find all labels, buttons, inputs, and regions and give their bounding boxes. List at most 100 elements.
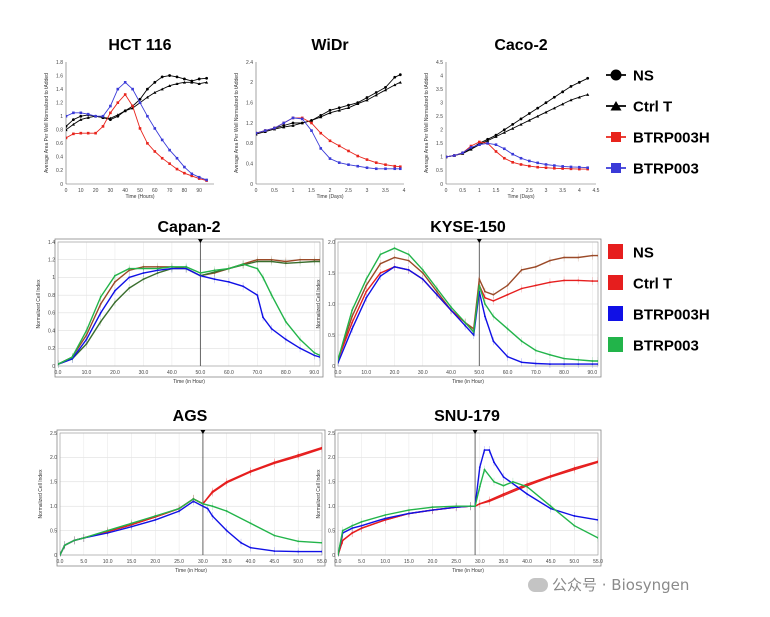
- data-point: [573, 467, 576, 470]
- data-point: [337, 161, 341, 164]
- plot-area: [57, 241, 321, 367]
- data-point: [393, 83, 397, 87]
- data-point: [384, 163, 387, 166]
- y-tick-label: 0.5: [50, 528, 57, 534]
- data-point: [528, 164, 531, 168]
- data-point: [421, 269, 424, 271]
- data-point: [319, 131, 323, 135]
- chart-title: HCT 116: [108, 37, 171, 54]
- data-point: [492, 340, 495, 343]
- x-tick-label: 1.5: [308, 188, 315, 194]
- data-point: [273, 126, 276, 130]
- data-point: [94, 114, 97, 118]
- data-point: [407, 269, 410, 271]
- data-point: [365, 158, 369, 161]
- data-point: [484, 303, 486, 305]
- x-tick-label: 30: [108, 188, 114, 194]
- data-point: [469, 147, 473, 151]
- data-point: [153, 91, 157, 94]
- data-point: [553, 166, 556, 170]
- y-tick-label: 2: [250, 80, 253, 86]
- data-point: [142, 272, 145, 274]
- data-point: [536, 161, 539, 165]
- y-tick-label: 2.5: [328, 431, 335, 437]
- data-point: [520, 340, 523, 343]
- data-point: [506, 355, 509, 358]
- series-line: [446, 142, 588, 169]
- data-point: [328, 111, 332, 115]
- data-point: [478, 466, 481, 469]
- data-point: [421, 272, 424, 274]
- data-point: [384, 517, 387, 520]
- data-point: [393, 256, 396, 259]
- chart-title: Capan-2: [157, 219, 220, 236]
- series-line: [446, 77, 588, 158]
- data-point: [399, 165, 402, 169]
- x-tick-label: 30.0: [139, 370, 149, 376]
- y-tick-label: 4: [440, 73, 443, 79]
- data-point: [225, 529, 228, 532]
- data-point: [99, 311, 102, 314]
- data-point: [586, 76, 590, 80]
- legend-item: BTRP003H: [606, 130, 710, 147]
- data-point: [94, 131, 97, 135]
- data-point: [356, 164, 360, 168]
- series-line: [338, 468, 598, 556]
- data-point: [356, 154, 360, 158]
- series-line: [58, 263, 320, 365]
- data-point: [519, 122, 523, 126]
- data-point: [291, 116, 295, 120]
- data-point: [351, 315, 354, 318]
- y-tick-label: 1.2: [48, 258, 55, 264]
- data-point: [453, 154, 456, 157]
- x-tick-label: 10.0: [361, 370, 371, 376]
- data-point: [309, 118, 314, 122]
- x-tick-label: 80.0: [559, 370, 569, 376]
- data-point: [464, 324, 467, 327]
- data-point: [123, 109, 127, 113]
- data-point: [365, 290, 368, 293]
- data-point: [273, 550, 276, 552]
- data-point: [256, 267, 259, 270]
- chart-title: Caco-2: [494, 37, 547, 54]
- x-tick-label: 2: [511, 188, 514, 194]
- chart-0: HCT 116 0 0.2 0.4 0.6 0.8 1 1.2 1.4 1.6 1.8 0 10 20 30…: [44, 37, 214, 200]
- data-point: [527, 112, 531, 115]
- data-point: [297, 550, 300, 553]
- x-tick-label: 60.0: [503, 370, 513, 376]
- data-point: [502, 494, 505, 497]
- data-point: [190, 80, 194, 84]
- data-point: [199, 272, 202, 274]
- data-point: [182, 80, 187, 84]
- y-tick-label: 0: [52, 364, 55, 370]
- legend-swatch: [608, 244, 623, 259]
- y-tick-label: 1.2: [246, 121, 253, 127]
- data-point: [205, 76, 209, 80]
- data-point: [138, 97, 142, 101]
- data-point: [360, 524, 363, 527]
- data-point: [563, 363, 565, 366]
- data-point: [211, 505, 214, 508]
- data-point: [205, 178, 208, 182]
- series-line: [60, 500, 322, 556]
- data-point: [450, 309, 452, 312]
- data-point: [284, 262, 287, 265]
- data-point: [128, 267, 131, 270]
- data-point: [185, 267, 188, 270]
- series-line: [338, 461, 598, 556]
- series-line: [58, 267, 320, 365]
- data-point: [506, 327, 509, 330]
- data-point: [79, 118, 83, 121]
- data-point: [297, 454, 300, 456]
- chart-3: Capan-2 0 0.2 0.4 0.6 0.8 1 1.2 1.4 0.0 10.0 20.0 30…: [36, 219, 324, 385]
- y-tick-label: 0: [54, 553, 57, 559]
- data-point: [351, 527, 354, 530]
- data-point: [99, 296, 102, 298]
- data-point: [578, 167, 581, 171]
- treatment-marker: [476, 239, 482, 243]
- data-point: [171, 267, 173, 270]
- x-tick-label: 60.0: [224, 370, 234, 376]
- x-tick-label: 2.5: [345, 188, 352, 194]
- y-axis-label: Normalized Cell Index: [316, 469, 322, 518]
- x-tick-label: 40.0: [167, 370, 177, 376]
